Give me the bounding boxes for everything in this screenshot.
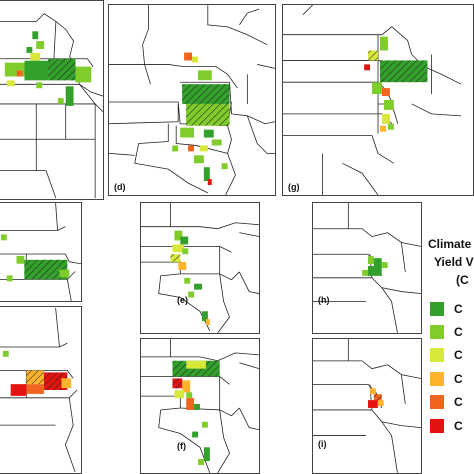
yield-cells <box>367 388 384 408</box>
panel-label-g: (g) <box>288 182 300 192</box>
legend-title-line-3: (C <box>456 273 469 287</box>
map-panel-f: (f) <box>140 338 260 474</box>
panel-label-f: (f) <box>177 441 186 451</box>
legend-swatch-2 <box>430 325 444 339</box>
legend-label-4: C <box>454 372 463 386</box>
legend-label-3: C <box>454 348 463 362</box>
legend-label-1: C <box>454 302 463 316</box>
map-panel-bottom-left <box>0 306 82 474</box>
legend-swatch-6 <box>430 419 444 433</box>
yield-cells <box>2 350 72 396</box>
legend-label-2: C <box>454 325 463 339</box>
map-panel-top-left <box>0 0 104 200</box>
map-top-left <box>0 13 103 199</box>
panel-label-e: (e) <box>177 295 188 305</box>
panel-label-h: (h) <box>318 295 330 305</box>
legend-swatch-1 <box>430 302 444 316</box>
legend-swatch-5 <box>430 395 444 409</box>
map-panel-e: (e) <box>140 202 260 334</box>
map-panel-d: (d) <box>108 4 276 196</box>
yield-cells <box>0 234 70 282</box>
map-panel-h: (h) <box>312 202 422 334</box>
legend-title-line-2: Yield V <box>434 255 474 269</box>
yield-cells <box>172 52 230 185</box>
map-panel-mid-left <box>0 202 82 302</box>
legend: Climate Yield V (C C C C C C C <box>424 236 474 456</box>
map-h <box>313 203 421 333</box>
map-panel-i: (i) <box>312 338 422 474</box>
map-mid-left <box>0 203 81 301</box>
panel-label-i: (i) <box>318 439 327 449</box>
yield-cells <box>362 256 388 276</box>
map-g <box>283 5 462 195</box>
yield-cells <box>172 360 220 465</box>
map-bottom-left <box>0 307 78 473</box>
map-d <box>109 5 275 195</box>
yield-cells <box>170 230 210 326</box>
map-panel-g: (g) <box>282 4 474 196</box>
legend-swatch-3 <box>430 348 444 362</box>
yield-cells <box>4 31 92 106</box>
yield-cells <box>364 36 428 132</box>
map-i <box>313 339 421 473</box>
legend-label-6: C <box>454 419 463 433</box>
map-f <box>141 339 259 473</box>
legend-swatch-4 <box>430 372 444 386</box>
legend-label-5: C <box>454 395 463 409</box>
legend-title-line-1: Climate <box>428 237 472 251</box>
map-e <box>141 203 259 333</box>
panel-label-d: (d) <box>114 182 126 192</box>
